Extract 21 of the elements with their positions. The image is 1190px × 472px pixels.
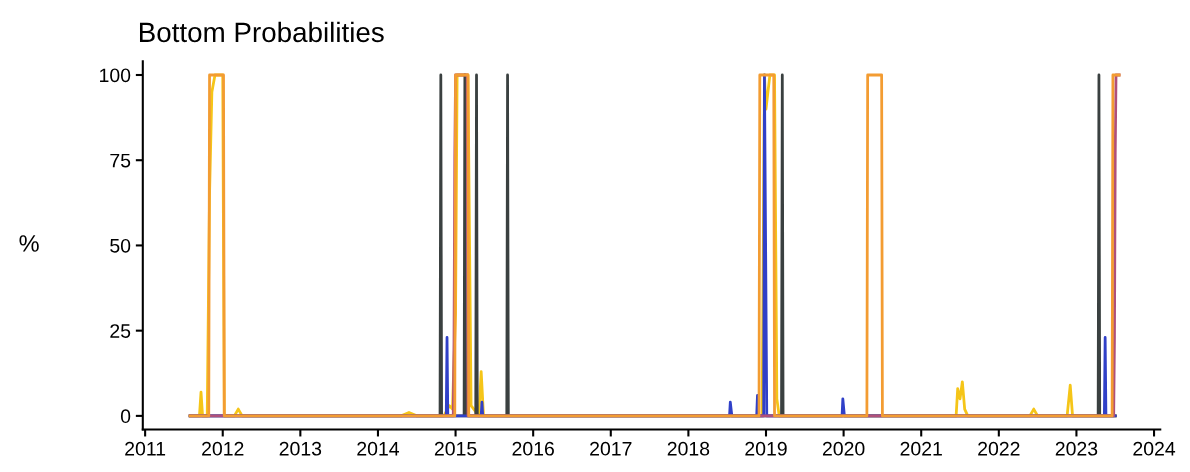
x-tick-label: 2019 (745, 441, 787, 456)
x-tick-label: 2016 (512, 441, 554, 456)
x-tick-label: 2015 (434, 441, 477, 456)
x-tick-label: 2014 (357, 441, 400, 456)
x-tick-label: 2018 (667, 441, 710, 456)
y-tick-label: 75 (110, 153, 131, 168)
y-tick-label: 0 (120, 409, 131, 424)
x-tick-label: 2012 (202, 441, 244, 456)
x-tick-label: 2024 (1133, 441, 1176, 456)
x-tick-label: 2023 (1055, 441, 1098, 456)
y-tick-label: 50 (110, 238, 131, 253)
y-tick-label: 100 (100, 68, 131, 83)
chart-title: Bottom Probabilities (139, 21, 384, 43)
x-tick-label: 2022 (978, 441, 1020, 456)
x-tick-label: 2021 (900, 441, 942, 456)
x-tick-label: 2017 (590, 441, 632, 456)
x-tick-label: 2020 (822, 441, 865, 456)
x-tick-label: 2013 (279, 441, 322, 456)
y-axis-title: % (19, 235, 39, 252)
y-tick-label: 25 (110, 324, 131, 338)
x-tick-label: 2011 (125, 441, 166, 456)
